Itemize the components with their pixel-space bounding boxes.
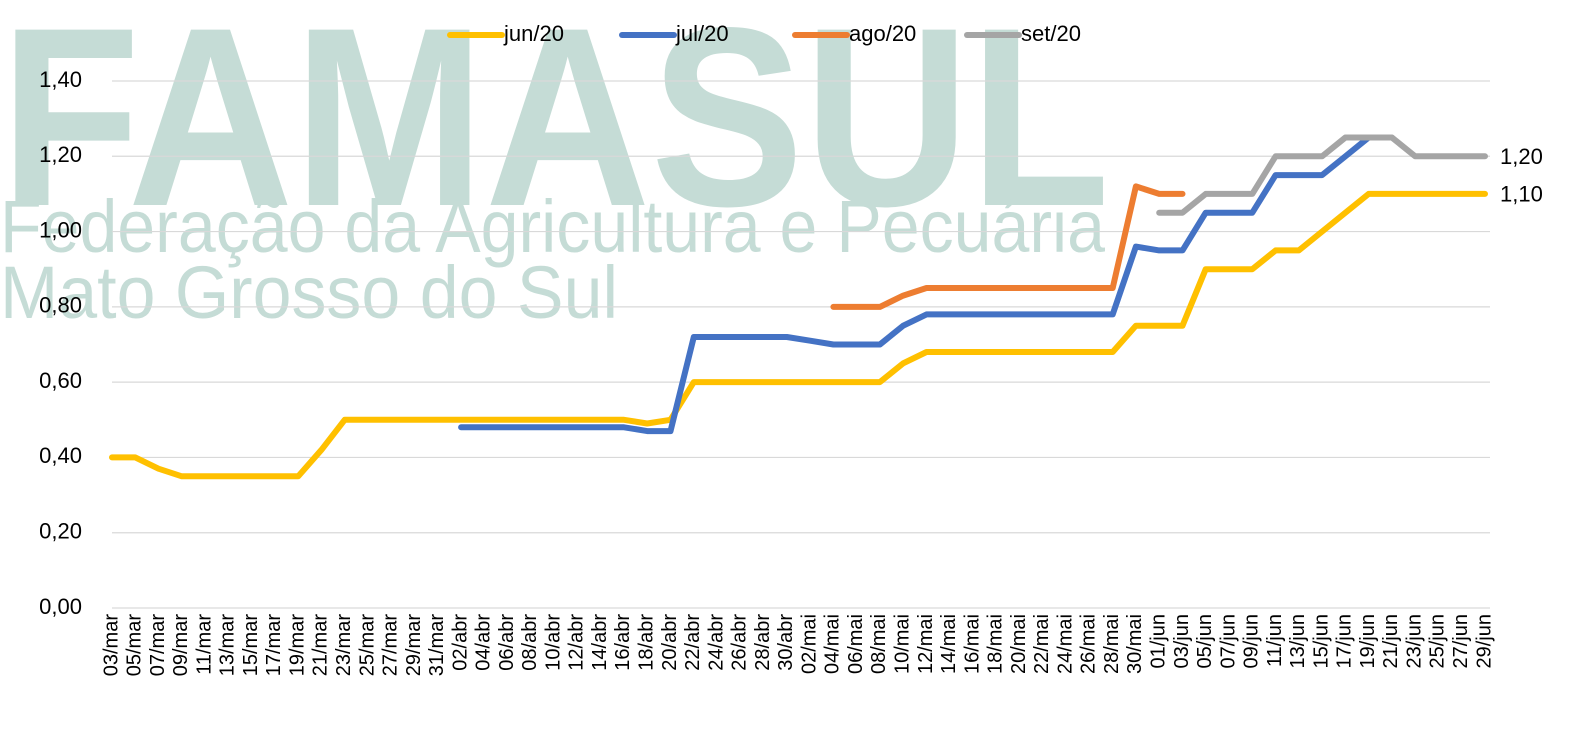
watermark: Mato Grosso do Sul [0,251,618,334]
x-tick-label: 17/jun [1334,614,1356,669]
x-tick-label: 30/mai [1124,614,1146,674]
series-line [109,190,1488,480]
x-tick-label: 09/mar [170,614,192,677]
x-tick-label: 07/mar [147,614,169,677]
x-tick-label: 29/jun [1473,614,1495,669]
x-tick-label: 25/jun [1427,614,1449,669]
y-tick-label: 1,20 [39,142,82,167]
x-tick-label: 08/mai [868,614,890,674]
x-tick-label: 14/abr [589,614,611,671]
x-tick-label: 06/abr [496,614,518,671]
x-tick-label: 22/mai [1031,614,1053,674]
x-tick-label: 16/mai [961,614,983,674]
legend-label: jul/20 [675,21,729,46]
x-tick-label: 27/jun [1450,614,1472,669]
x-tick-label: 30/abr [775,614,797,671]
x-tick-label: 03/jun [1171,614,1193,669]
x-tick-label: 21/jun [1380,614,1402,669]
legend-label: jun/20 [503,21,564,46]
x-tick-label: 10/abr [542,614,564,671]
x-tick-label: 31/mar [426,614,448,677]
x-tick-label: 10/mai [892,614,914,674]
legend-label: ago/20 [849,21,916,46]
x-tick-label: 18/abr [636,614,658,671]
x-tick-label: 21/mar [310,614,332,677]
x-tick-label: 04/abr [473,614,495,671]
x-tick-label: 18/mai [985,614,1007,674]
x-tick-label: 17/mar [263,614,285,677]
x-tick-label: 07/jun [1217,614,1239,669]
y-tick-label: 0,40 [39,443,82,468]
x-tick-label: 28/mai [1101,614,1123,674]
x-tick-label: 16/abr [612,614,634,671]
x-tick-label: 01/jun [1147,614,1169,669]
x-tick-label: 02/abr [449,614,471,671]
x-tick-label: 13/mar [217,614,239,677]
x-tick-label: 11/jun [1264,614,1286,667]
series-line [1156,134,1488,216]
x-tick-label: 15/jun [1310,614,1332,669]
x-tick-label: 28/abr [752,614,774,671]
x-tick-label: 02/mai [798,614,820,674]
x-tick-label: 13/jun [1287,614,1309,669]
x-tick-label: 08/abr [519,614,541,671]
series-line [830,183,1186,310]
data-label: 1,20 [1500,144,1543,169]
y-tick-label: 0,80 [39,293,82,318]
x-tick-label: 26/mai [1078,614,1100,674]
x-tick-label: 27/mar [380,614,402,677]
x-tick-label: 19/mar [286,614,308,677]
watermark: Federação da Agricultura e Pecuária [0,185,1106,268]
x-tick-label: 25/mar [356,614,378,677]
x-tick-label: 23/mar [333,614,355,677]
x-tick-label: 04/mai [822,614,844,674]
x-tick-label: 22/abr [682,614,704,671]
x-tick-label: 23/jun [1403,614,1425,669]
x-tick-label: 14/mai [938,614,960,674]
y-tick-label: 1,40 [39,67,82,92]
x-tick-label: 05/jun [1194,614,1216,669]
x-tick-label: 19/jun [1357,614,1379,669]
x-tick-label: 06/mai [845,614,867,674]
y-tick-label: 0,20 [39,519,82,544]
y-tick-label: 1,00 [39,217,82,242]
x-tick-label: 15/mar [240,614,262,677]
x-tick-label: 11/mar [193,614,215,675]
y-tick-label: 0,60 [39,368,82,393]
x-tick-label: 03/mar [100,614,122,677]
x-tick-label: 20/abr [659,614,681,671]
series-line [458,134,1372,435]
x-tick-label: 12/abr [566,614,588,671]
x-tick-label: 05/mar [124,614,146,677]
x-tick-label: 20/mai [1008,614,1030,674]
y-tick-label: 0,00 [39,594,82,619]
x-tick-label: 12/mai [915,614,937,674]
x-tick-label: 24/mai [1054,614,1076,674]
watermark: FAMASUL [0,0,1110,260]
data-label: 1,10 [1500,182,1543,207]
x-tick-label: 09/jun [1241,614,1263,669]
x-tick-label: 24/abr [705,614,727,671]
x-tick-label: 29/mar [403,614,425,677]
legend-label: set/20 [1021,21,1081,46]
x-tick-label: 26/abr [729,614,751,671]
